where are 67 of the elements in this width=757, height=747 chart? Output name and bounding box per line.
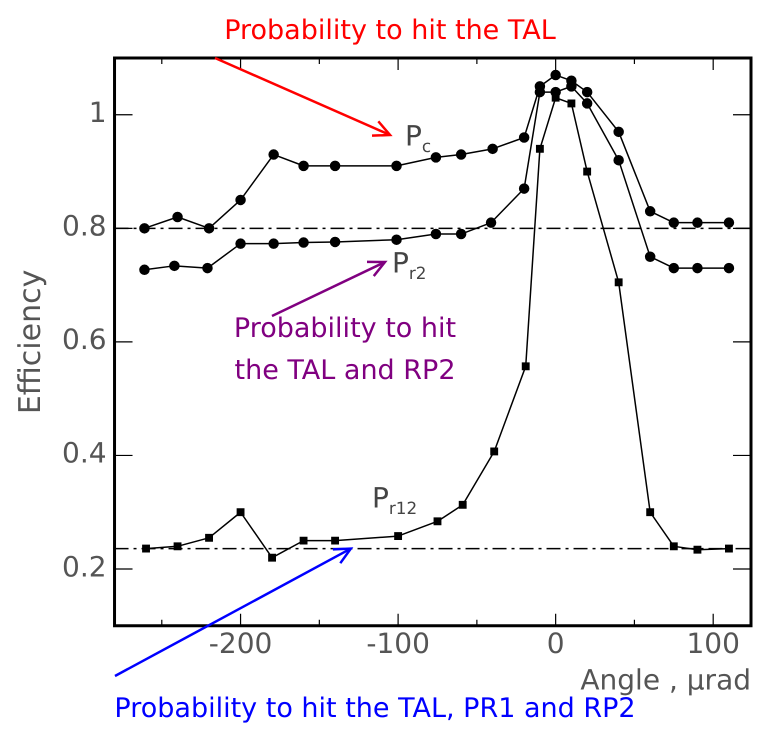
y-tick-label: 0.8 bbox=[62, 210, 107, 243]
point bbox=[139, 264, 150, 276]
point bbox=[235, 194, 246, 206]
point bbox=[434, 517, 442, 526]
point bbox=[486, 217, 496, 228]
point bbox=[456, 149, 466, 160]
y-tick-label: 0.6 bbox=[62, 323, 107, 356]
point bbox=[235, 238, 246, 249]
text: Probability to hit the TAL bbox=[224, 15, 556, 46]
point bbox=[692, 262, 703, 274]
point bbox=[646, 508, 654, 516]
point bbox=[644, 206, 656, 217]
point bbox=[394, 532, 402, 540]
point bbox=[582, 98, 592, 109]
point bbox=[518, 183, 530, 194]
point bbox=[172, 212, 183, 222]
point bbox=[430, 228, 442, 240]
point bbox=[430, 152, 442, 163]
point bbox=[694, 546, 702, 554]
point bbox=[724, 217, 734, 228]
point bbox=[391, 160, 402, 172]
point bbox=[614, 278, 623, 286]
point bbox=[298, 160, 309, 172]
point bbox=[692, 217, 703, 228]
point bbox=[268, 238, 279, 249]
annotation: Probability to hit the TAL and RP2 bbox=[234, 313, 456, 386]
point bbox=[331, 536, 340, 545]
point bbox=[668, 217, 680, 228]
point bbox=[522, 362, 530, 370]
point bbox=[202, 262, 213, 274]
point bbox=[330, 236, 340, 248]
point bbox=[458, 500, 467, 509]
y-tick-label: 0.4 bbox=[62, 436, 107, 470]
point bbox=[298, 237, 309, 248]
point bbox=[583, 168, 592, 176]
point bbox=[169, 260, 180, 272]
x-tick-label: 0 bbox=[546, 626, 565, 660]
point bbox=[236, 508, 244, 516]
point bbox=[613, 126, 624, 138]
point bbox=[490, 448, 498, 456]
point bbox=[300, 536, 308, 545]
point bbox=[456, 228, 466, 240]
point bbox=[536, 144, 544, 153]
x-tick-label: 100 bbox=[686, 626, 740, 660]
point bbox=[205, 534, 213, 542]
point bbox=[268, 554, 276, 562]
x-axis-title: Angle , μrad bbox=[580, 663, 751, 696]
point bbox=[550, 70, 561, 80]
point bbox=[567, 99, 576, 108]
point bbox=[725, 544, 733, 553]
x-tick-label: -100 bbox=[366, 626, 430, 660]
point bbox=[613, 154, 624, 166]
point bbox=[391, 234, 402, 245]
point bbox=[724, 262, 734, 274]
y-axis-title: Efficiency bbox=[12, 270, 48, 414]
point bbox=[668, 262, 680, 274]
point bbox=[487, 144, 498, 154]
x-tick-label: -200 bbox=[208, 626, 272, 660]
point bbox=[518, 132, 530, 143]
y-tick-label: 1 bbox=[88, 96, 107, 130]
point bbox=[550, 86, 561, 98]
point bbox=[330, 160, 340, 172]
y-tick-label: 0.2 bbox=[62, 550, 107, 584]
point bbox=[582, 86, 592, 98]
point bbox=[204, 223, 214, 234]
point bbox=[644, 251, 656, 262]
point bbox=[268, 149, 279, 160]
